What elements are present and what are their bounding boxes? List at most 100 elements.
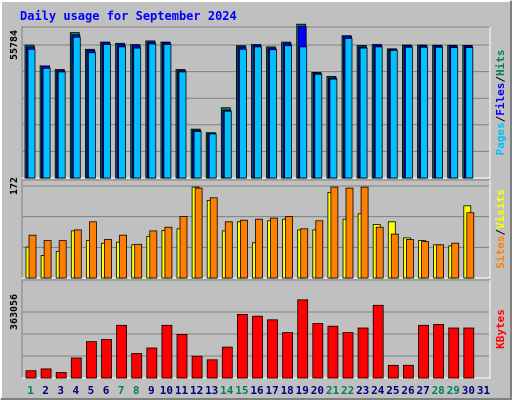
bar-kbytes-day-5	[86, 341, 97, 379]
bar-pages-day-15	[238, 48, 247, 179]
bar-kbytes-day-7	[116, 324, 127, 379]
bar-kbytes-day-23	[357, 327, 369, 379]
bar-sites-day-27	[421, 241, 429, 279]
bar-kbytes-day-8	[131, 353, 143, 379]
day-label-22: 22	[341, 384, 354, 397]
bar-sites-day-5	[89, 221, 97, 279]
bar-kbytes-day-15	[236, 313, 248, 379]
bar-pages-day-20	[314, 73, 323, 179]
panel-max-label: 55784	[9, 30, 20, 60]
day-label-4: 4	[72, 384, 79, 397]
panel-inner-shadow	[21, 279, 490, 378]
day-label-17: 17	[265, 384, 278, 397]
chart-panels: 55784Pages/Files/Hits172Sites/Visits3630…	[9, 23, 507, 379]
bar-pages-day-24	[374, 46, 383, 179]
day-label-11: 11	[175, 384, 189, 397]
day-label-15: 15	[235, 384, 248, 397]
bar-pages-day-1	[27, 48, 36, 179]
bar-sites-day-29	[451, 242, 460, 279]
day-label-8: 8	[133, 384, 140, 397]
day-label-6: 6	[103, 384, 110, 397]
bar-sites-day-19	[300, 228, 309, 279]
bar-pages-day-30	[465, 47, 474, 179]
bar-kbytes-day-2	[40, 368, 52, 379]
bar-kbytes-day-12	[191, 355, 203, 379]
bar-pages-day-14	[223, 110, 232, 179]
day-label-5: 5	[88, 384, 95, 397]
bar-kbytes-day-22	[342, 332, 354, 379]
day-label-20: 20	[311, 384, 324, 397]
bar-kbytes-day-27	[418, 324, 429, 379]
bar-pages-day-18	[284, 45, 293, 179]
bar-kbytes-day-9	[146, 347, 158, 379]
bar-sites-day-8	[134, 243, 143, 279]
day-label-12: 12	[190, 384, 203, 397]
bar-pages-day-11	[178, 71, 187, 179]
bar-kbytes-day-17	[267, 319, 278, 379]
day-label-16: 16	[250, 384, 264, 397]
bar-sites-day-17	[270, 217, 278, 279]
bar-kbytes-day-24	[372, 304, 384, 379]
day-label-27: 27	[416, 384, 429, 397]
bar-kbytes-day-21	[327, 325, 339, 379]
day-label-23: 23	[356, 384, 369, 397]
bar-pages-day-8	[133, 47, 142, 179]
panel-kbytes: 363056 KBytes	[9, 279, 507, 379]
bar-sites-day-24	[375, 226, 384, 279]
day-label-26: 26	[401, 384, 415, 397]
bar-sites-day-25	[390, 233, 399, 279]
panel-side-label: KBytes	[494, 309, 507, 349]
day-label-21: 21	[326, 384, 340, 397]
panel-inner-shadow	[21, 26, 490, 178]
bar-pages-day-13	[208, 133, 217, 179]
day-label-14: 14	[220, 384, 234, 397]
bar-pages-day-5	[88, 52, 96, 179]
panel-side-label: Pages/Files/Hits	[494, 50, 507, 156]
panel-inner-shadow	[21, 179, 490, 278]
bar-kbytes-day-16	[252, 315, 263, 379]
bar-kbytes-day-30	[463, 327, 475, 379]
day-label-10: 10	[160, 384, 173, 397]
bars	[25, 186, 475, 279]
side-label-part: Hits	[494, 50, 507, 77]
bar-pages-day-27	[420, 46, 428, 179]
bar-pages-day-26	[404, 46, 413, 179]
bar-sites-day-14	[224, 221, 233, 279]
bar-kbytes-day-3	[55, 372, 67, 379]
bar-sites-day-11	[179, 216, 188, 279]
bar-sites-day-21	[330, 186, 339, 279]
bar-kbytes-day-19	[297, 299, 309, 379]
side-label-part: /	[494, 229, 507, 236]
bar-kbytes-day-18	[282, 332, 294, 379]
bar-sites-day-10	[164, 226, 173, 279]
bar-kbytes-day-11	[176, 333, 188, 379]
side-label-part: /	[494, 115, 507, 122]
bar-sites-day-4	[73, 229, 82, 279]
bar-kbytes-day-25	[387, 364, 399, 379]
side-label-part: KBytes	[494, 309, 507, 349]
bar-pages-day-19	[299, 46, 308, 179]
panel-max-label: 172	[9, 177, 20, 195]
side-label-part: Visits	[494, 189, 507, 229]
day-label-13: 13	[205, 384, 218, 397]
bar-kbytes-day-1	[25, 370, 37, 379]
day-label-19: 19	[296, 384, 309, 397]
bar-pages-day-16	[254, 46, 262, 179]
bar-kbytes-day-10	[161, 324, 173, 379]
day-label-18: 18	[281, 384, 294, 397]
bar-kbytes-day-26	[402, 364, 414, 379]
bar-sites-day-28	[436, 244, 445, 279]
day-label-28: 28	[432, 384, 445, 397]
bar-pages-day-21	[329, 78, 338, 179]
day-label-31: 31	[477, 384, 491, 397]
bar-pages-day-10	[163, 44, 172, 179]
bar-pages-day-23	[359, 47, 368, 179]
bar-kbytes-day-6	[101, 339, 112, 379]
bar-pages-day-12	[193, 131, 202, 179]
panel-side-label: Sites/Visits	[494, 189, 507, 269]
bars	[25, 299, 475, 379]
day-label-9: 9	[148, 384, 155, 397]
bar-pages-day-6	[103, 44, 111, 179]
chart-title: Daily usage for September 2024	[20, 9, 237, 23]
bar-kbytes-day-4	[70, 357, 82, 379]
